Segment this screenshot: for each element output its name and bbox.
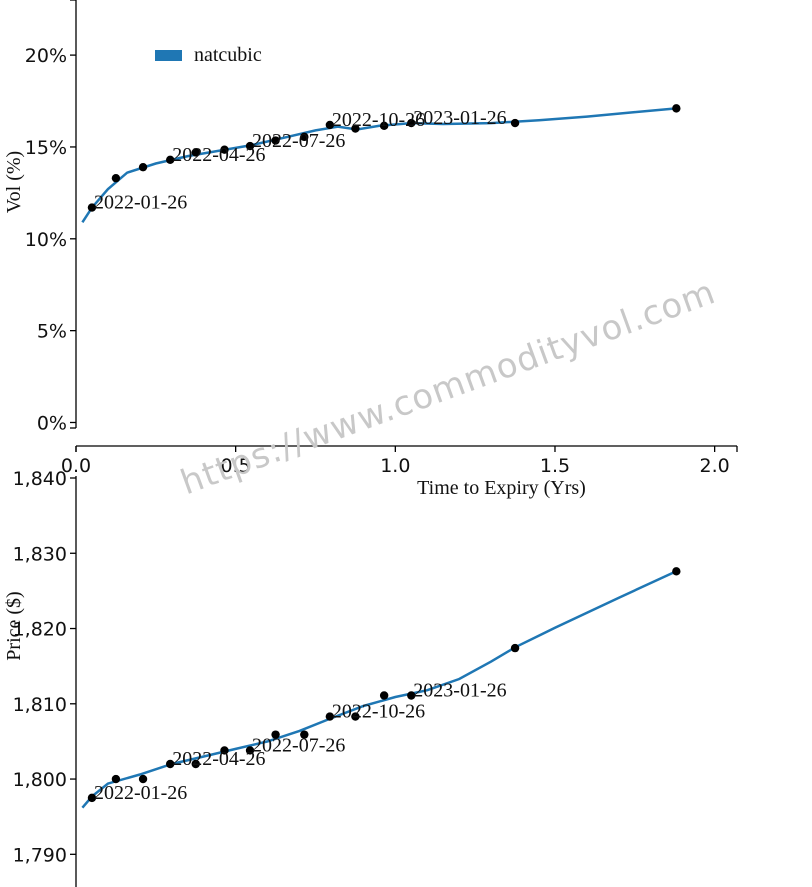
y-tick-label: 15% [25,137,67,159]
y-tick-label: 5% [37,321,67,343]
data-point [351,712,360,721]
x-tick-label: 0.5 [221,455,251,477]
y-tick-label: 1,820 [13,619,67,641]
data-point [111,774,121,784]
data-point [300,132,309,142]
data-point [87,793,97,803]
x-tick-label: 1.0 [380,455,410,477]
data-point [220,746,229,755]
data-point [510,118,520,128]
vol-chart-panel: 0% 5% 10% 15% 20% 0.0 0.5 1.0 1.5 2.0 Time to Expi… [3,0,738,499]
data-point [510,643,520,653]
point-annotation: 2022-04-26 [172,144,265,166]
y-tick-label: 0% [37,412,67,434]
data-point [111,173,121,183]
point-annotation: 2022-01-26 [94,192,187,214]
data-point [245,746,255,755]
point-annotation: 2022-07-26 [252,130,345,152]
data-point [87,203,97,212]
data-point [407,118,416,128]
legend-swatch [155,50,182,61]
legend-label: natcubic [194,44,262,66]
data-point [271,730,280,739]
y-axis-title: Price ($) [3,591,25,660]
y-tick-label: 10% [25,229,67,251]
point-annotation: 2022-04-26 [172,748,265,770]
data-point [191,759,200,769]
data-point [245,141,255,151]
point-annotation: 2022-10-26 [332,109,425,131]
data-point [407,691,416,700]
point-annotation: 2023-01-26 [413,107,506,129]
y-tick-label: 1,840 [13,468,67,490]
data-point [379,691,389,700]
data-point [138,162,148,172]
series-line-natcubic [81,107,677,223]
data-point [672,567,681,576]
y-tick-label: 1,810 [13,694,67,716]
data-point [220,145,229,154]
data-point [379,121,389,131]
data-point [300,730,309,739]
data-point [325,712,335,721]
y-tick-label: 1,800 [13,769,67,791]
y-tick-label: 20% [25,45,67,67]
x-tick-label: 1.5 [540,455,570,477]
series-line-price [81,570,677,809]
data-point [166,759,175,769]
y-tick-label: 1,790 [13,844,67,866]
y-tick-label: 1,830 [13,543,67,565]
y-axis-title: Vol (%) [3,151,25,213]
point-annotation: 2023-01-26 [413,680,506,702]
data-point [672,104,681,113]
x-tick-label: 2.0 [700,455,730,477]
point-annotation: 2022-01-26 [94,782,187,804]
point-annotation: 2022-10-26 [332,701,425,723]
data-point [191,148,200,157]
point-annotation: 2022-07-26 [252,734,345,756]
data-point [166,155,175,165]
x-axis-title: Time to Expiry (Yrs) [417,477,586,499]
price-chart-panel: 1,790 1,800 1,810 1,820 1,830 1,840 Price ($) 2… [3,468,681,887]
data-point [138,774,148,784]
x-tick-label: 0.0 [61,455,91,477]
data-point [351,124,360,133]
watermark: https://www.commodityvol.com [176,272,721,503]
data-point [325,120,335,130]
data-point [271,136,280,145]
